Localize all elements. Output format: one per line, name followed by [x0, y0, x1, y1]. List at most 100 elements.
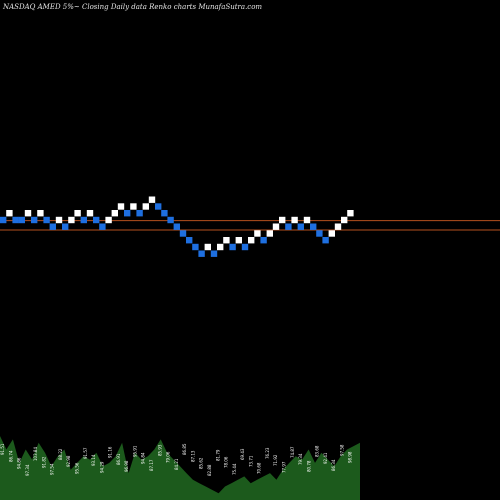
volume-label: 95.56	[75, 462, 80, 474]
volume-label: 97.54	[50, 463, 55, 475]
renko-brick-down	[179, 230, 187, 237]
renko-brick-down	[198, 250, 205, 257]
renko-brick-up	[341, 216, 348, 224]
volume-label: 70.68	[257, 462, 262, 474]
renko-brick-up	[6, 210, 13, 217]
renko-brick-up	[223, 237, 230, 244]
renko-brick-up	[55, 216, 63, 224]
chart-title: NASDAQ AMED 5%~ Closing Daily data Renko…	[2, 3, 262, 11]
volume-label: 86.74	[8, 450, 13, 462]
volume-label: 94.86	[17, 457, 22, 469]
renko-brick-down	[192, 243, 199, 251]
renko-brick-down	[161, 210, 168, 217]
renko-brick-up	[254, 230, 261, 237]
renko-brick-down	[93, 216, 100, 224]
volume-label: 84.21	[174, 458, 179, 470]
volume-label: 69.43	[240, 448, 245, 460]
volume-label: 71.92	[273, 454, 278, 466]
renko-brick-up	[142, 203, 149, 210]
renko-brick-down	[99, 223, 106, 230]
volume-label: 98.98	[348, 451, 353, 463]
volume-label: 76.23	[265, 447, 270, 459]
renko-brick-up	[303, 216, 311, 224]
renko-brick-down	[210, 250, 218, 257]
volume-area	[0, 436, 360, 500]
volume-label: 88.22	[58, 448, 63, 460]
volume-label: 83.68	[315, 445, 320, 457]
volume-label: 80.78	[306, 460, 311, 472]
renko-brick-down	[316, 230, 323, 237]
renko-brick-down	[229, 243, 236, 251]
volume-label: 79.06	[166, 451, 171, 463]
volume-label: 97.58	[339, 444, 344, 456]
renko-brick-down	[310, 223, 317, 230]
volume-label: 74.87	[290, 446, 295, 458]
renko-brick-up	[24, 210, 32, 217]
volume-label: 73.71	[248, 455, 253, 467]
volume-label: 91.51	[0, 443, 5, 455]
renko-brick-up	[105, 216, 112, 224]
renko-brick-up	[148, 196, 156, 203]
volume-label: 95.91	[133, 445, 138, 457]
renko-brick-up	[111, 210, 118, 217]
volume-label: 94.29	[99, 461, 104, 473]
volume-label: 86.34	[331, 459, 336, 471]
volume-label: 97.34	[25, 464, 30, 476]
renko-brick-down	[155, 203, 162, 210]
volume-label: 92.41	[323, 452, 328, 464]
volume-label: 85.62	[199, 457, 204, 469]
renko-brick-up	[37, 210, 44, 217]
renko-brick-up	[235, 237, 242, 244]
volume-label: 91.16	[108, 446, 113, 458]
volume-label: 94.84	[141, 452, 146, 464]
renko-brick-down	[31, 216, 38, 224]
renko-brick-down	[18, 216, 25, 224]
volume-label: 85.93	[157, 444, 162, 456]
renko-brick-down	[43, 216, 50, 224]
renko-brick-up	[248, 237, 255, 244]
renko-brick-up	[68, 216, 75, 224]
renko-brick-down	[12, 216, 19, 224]
volume-label: 87.17	[149, 459, 154, 471]
renko-brick-up	[266, 230, 273, 237]
renko-brick-up	[74, 210, 81, 217]
volume-label: 91.82	[41, 456, 46, 468]
renko-brick-down	[260, 237, 267, 244]
volume-area-fill	[0, 436, 360, 500]
volume-label: 96.98	[124, 460, 129, 472]
renko-brick-up	[204, 243, 211, 251]
volume-label: 93.14	[91, 454, 96, 466]
renko-brick-down	[136, 210, 143, 217]
renko-brick-down	[0, 216, 7, 224]
volume-label: 79.34	[298, 453, 303, 465]
volume-label: 75.44	[232, 463, 237, 475]
renko-brick-up	[328, 230, 335, 237]
renko-brick-down	[124, 210, 131, 217]
renko-bricks	[0, 196, 354, 257]
volume-label: 82.88	[207, 464, 212, 476]
renko-brick-down	[173, 223, 180, 230]
renko-brick-down	[80, 216, 87, 224]
volume-label: 103.84	[33, 447, 38, 461]
renko-brick-down	[241, 243, 249, 251]
renko-brick-down	[49, 223, 56, 230]
volume-label: 86.85	[182, 443, 187, 455]
volume-label: 92.98	[66, 455, 71, 467]
renko-brick-up	[117, 203, 125, 210]
volume-label: 81.79	[215, 449, 220, 461]
volume-label: 77.97	[282, 461, 287, 473]
renko-brick-down	[285, 223, 292, 230]
renko-brick-up	[217, 243, 224, 251]
renko-brick-up	[272, 223, 280, 230]
volume-label: 91.57	[83, 447, 88, 459]
renko-brick-down	[167, 216, 174, 224]
renko-brick-up	[279, 216, 286, 224]
renko-brick-down	[186, 237, 193, 244]
renko-brick-up	[291, 216, 298, 224]
renko-brick-down	[322, 237, 329, 244]
renko-brick-up	[347, 210, 354, 217]
renko-brick-up	[334, 223, 342, 230]
